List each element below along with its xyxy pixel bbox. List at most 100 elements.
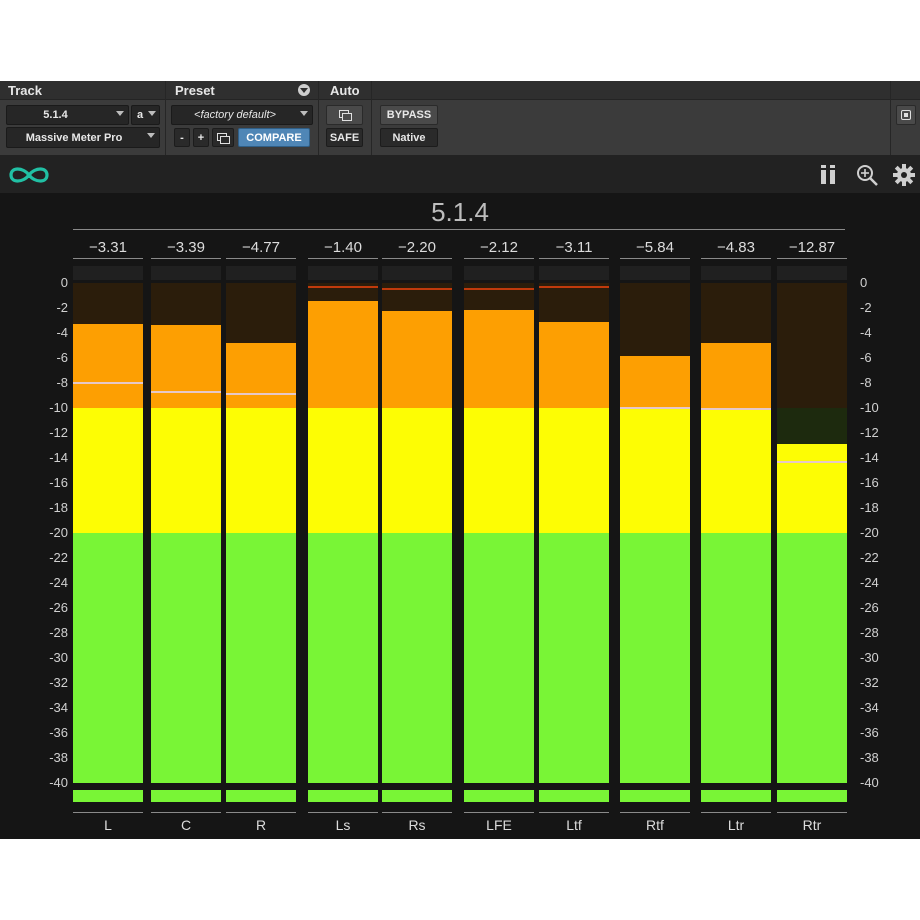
title-underline: [73, 229, 845, 230]
peak-hold-line: [620, 406, 690, 409]
label-underline: [701, 812, 771, 813]
plugin-window: Track Preset Auto 5.1.4 a Massive Meter …: [0, 81, 920, 839]
green-segment: [308, 533, 378, 783]
scale-tick-right: -40: [860, 775, 879, 790]
scale-tick-right: -12: [860, 425, 879, 440]
scale-tick-left: -38: [49, 750, 68, 765]
preset-menu-icon[interactable]: [298, 84, 310, 96]
header-labels-bar: [0, 81, 920, 100]
compare-button[interactable]: COMPARE: [238, 128, 310, 147]
scale-tick-right: -36: [860, 725, 879, 740]
bypass-button[interactable]: BYPASS: [380, 105, 438, 125]
target-window-button[interactable]: [896, 105, 916, 125]
scale-tick-right: -20: [860, 525, 879, 540]
peak-hold-line: [226, 393, 296, 395]
yellow-segment: [382, 408, 452, 533]
meter-rtf: [620, 283, 690, 783]
track-channel-selector[interactable]: a: [131, 105, 160, 125]
green-segment: [620, 533, 690, 783]
orange-segment: [226, 342, 296, 408]
orange-segment: [73, 324, 143, 408]
zoom-icon[interactable]: [855, 163, 879, 187]
peak-value-c: −3.39: [167, 239, 205, 256]
safe-button[interactable]: SAFE: [326, 128, 363, 147]
gear-icon[interactable]: [892, 163, 916, 187]
peak-hold-cell: [539, 266, 609, 280]
scale-tick-left: -28: [49, 625, 68, 640]
dim-orange-zone: [777, 283, 847, 408]
scale-tick-left: -40: [49, 775, 68, 790]
peak-value-ls: −1.40: [324, 239, 362, 256]
peak-underline: [701, 258, 771, 259]
preset-name: <factory default>: [194, 109, 276, 121]
scale-tick-left: -20: [49, 525, 68, 540]
channel-label-rtf: Rtf: [646, 817, 664, 833]
label-underline: [464, 812, 534, 813]
preset-previous-button[interactable]: -: [174, 128, 190, 147]
scale-tick-right: -2: [860, 300, 872, 315]
floor-indicator: [777, 790, 847, 802]
scale-tick-left: -8: [56, 375, 68, 390]
floor-indicator: [464, 790, 534, 802]
track-channel-value: a: [137, 109, 144, 121]
label-underline: [539, 812, 609, 813]
automation-icon: [338, 110, 352, 121]
yellow-segment: [620, 408, 690, 533]
orange-segment: [464, 309, 534, 408]
scale-tick-left: -6: [56, 350, 68, 365]
floor-indicator: [620, 790, 690, 802]
orange-segment: [308, 300, 378, 408]
peak-value-r: −4.77: [242, 239, 280, 256]
scale-tick-left: -26: [49, 600, 68, 615]
native-button[interactable]: Native: [380, 128, 438, 147]
meter-c: [151, 283, 221, 783]
meter-ltr: [701, 283, 771, 783]
floor-indicator: [539, 790, 609, 802]
yellow-segment: [151, 408, 221, 533]
scale-tick-left: -34: [49, 700, 68, 715]
yellow-segment: [777, 443, 847, 533]
scale-tick-left: -18: [49, 500, 68, 515]
scale-tick-right: -6: [860, 350, 872, 365]
peak-hold-cell: [308, 266, 378, 280]
pause-meters-icon[interactable]: [819, 163, 837, 185]
plugin-header: Track Preset Auto 5.1.4 a Massive Meter …: [0, 81, 920, 155]
scale-tick-left: -32: [49, 675, 68, 690]
channel-label-rs: Rs: [408, 817, 426, 833]
infinity-link-icon: [9, 167, 49, 183]
scale-tick-left: -2: [56, 300, 68, 315]
plugin-selector[interactable]: Massive Meter Pro: [6, 127, 160, 148]
copy-settings-button[interactable]: [212, 128, 234, 147]
peak-hold-cell: [226, 266, 296, 280]
peak-value-rtr: −12.87: [788, 239, 836, 256]
peak-value-l: −3.31: [89, 239, 127, 256]
scale-tick-right: -18: [860, 500, 879, 515]
label-underline: [620, 812, 690, 813]
peak-hold-line: [464, 288, 534, 290]
copy-icon: [217, 132, 230, 144]
orange-segment: [620, 356, 690, 408]
scale-tick-left: -10: [49, 400, 68, 415]
scale-tick-left: -30: [49, 650, 68, 665]
green-segment: [382, 533, 452, 783]
floor-indicator: [701, 790, 771, 802]
meter-lfe: [464, 283, 534, 783]
scale-tick-right: -16: [860, 475, 879, 490]
scale-tick-left: -36: [49, 725, 68, 740]
peak-value-ltf: −3.11: [555, 239, 593, 256]
scale-tick-right: -28: [860, 625, 879, 640]
peak-underline: [539, 258, 609, 259]
preset-next-button[interactable]: +: [193, 128, 209, 147]
meter-rtr: [777, 283, 847, 783]
channel-label-r: R: [255, 817, 267, 833]
track-format-selector[interactable]: 5.1.4: [6, 105, 129, 125]
preset-selector[interactable]: <factory default>: [171, 105, 313, 125]
green-segment: [701, 533, 771, 783]
floor-indicator: [73, 790, 143, 802]
green-segment: [464, 533, 534, 783]
automation-button[interactable]: [326, 105, 363, 125]
floor-indicator: [151, 790, 221, 802]
scale-tick-right: -8: [860, 375, 872, 390]
green-segment: [539, 533, 609, 783]
scale-tick-left: -12: [49, 425, 68, 440]
